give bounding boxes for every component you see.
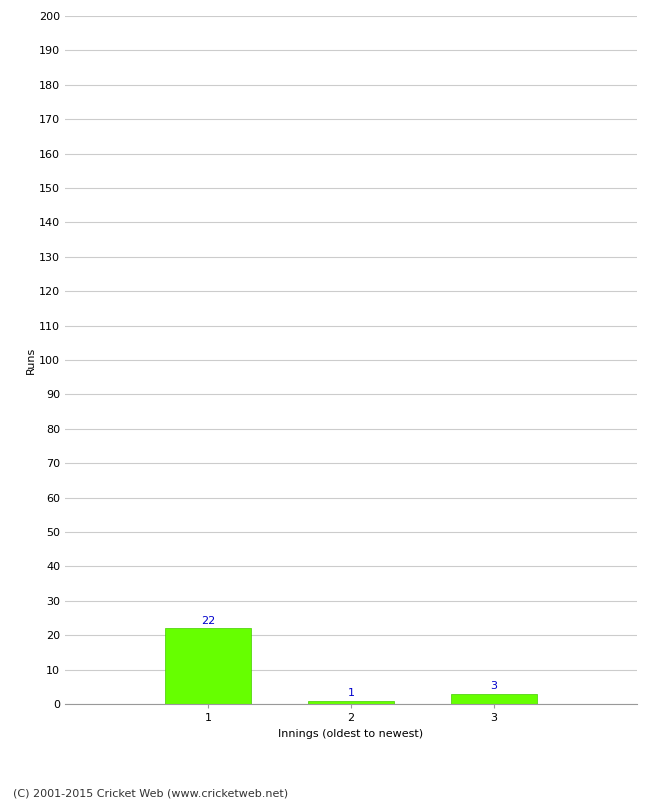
- Text: 1: 1: [348, 688, 354, 698]
- Y-axis label: Runs: Runs: [26, 346, 36, 374]
- Text: 3: 3: [491, 681, 497, 691]
- Bar: [451, 694, 537, 704]
- Text: (C) 2001-2015 Cricket Web (www.cricketweb.net): (C) 2001-2015 Cricket Web (www.cricketwe…: [13, 788, 288, 798]
- Bar: [165, 628, 251, 704]
- Text: 22: 22: [201, 615, 215, 626]
- Bar: [308, 701, 394, 704]
- X-axis label: Innings (oldest to newest): Innings (oldest to newest): [278, 729, 424, 738]
